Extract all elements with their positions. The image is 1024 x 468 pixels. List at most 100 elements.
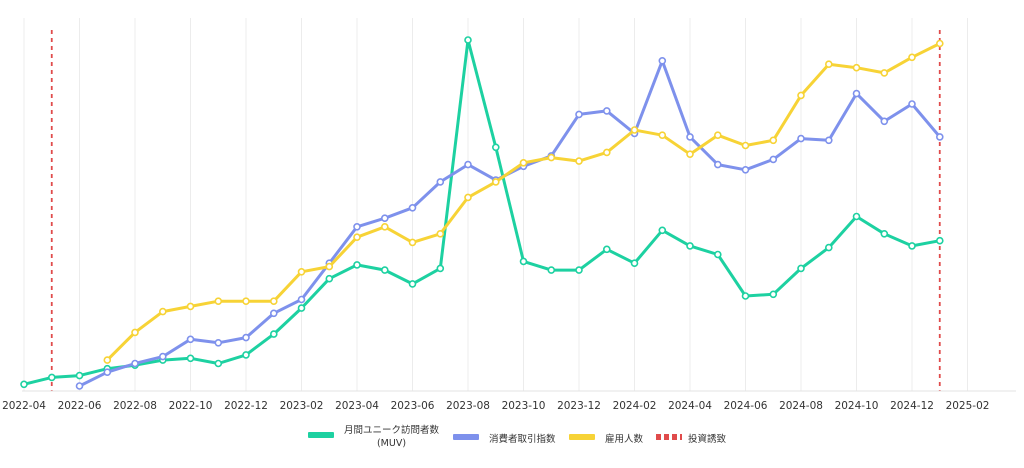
data-point[interactable]: [908, 100, 916, 108]
data-point[interactable]: [269, 297, 278, 306]
data-point[interactable]: [325, 262, 334, 271]
data-point[interactable]: [186, 354, 195, 363]
data-point[interactable]: [713, 131, 722, 139]
data-point[interactable]: [880, 230, 889, 238]
data-point[interactable]: [769, 155, 778, 164]
data-point[interactable]: [935, 236, 944, 245]
data-point[interactable]: [741, 141, 750, 150]
data-point[interactable]: [131, 328, 139, 337]
data-point[interactable]: [436, 264, 445, 273]
data-point[interactable]: [436, 178, 445, 186]
data-point[interactable]: [686, 133, 694, 141]
data-point[interactable]: [75, 382, 84, 390]
data-point[interactable]: [908, 242, 916, 250]
data-point[interactable]: [380, 266, 389, 274]
data-point[interactable]: [880, 117, 889, 126]
data-point[interactable]: [519, 257, 528, 266]
data-point[interactable]: [824, 243, 833, 252]
data-point[interactable]: [547, 266, 556, 274]
data-point[interactable]: [408, 204, 417, 212]
data-point[interactable]: [408, 280, 417, 288]
data-point[interactable]: [575, 266, 583, 274]
data-point[interactable]: [519, 159, 528, 167]
data-point[interactable]: [297, 304, 306, 312]
data-point[interactable]: [269, 309, 278, 318]
data-point[interactable]: [380, 223, 389, 231]
data-point[interactable]: [713, 250, 722, 259]
data-point[interactable]: [547, 153, 556, 162]
data-point[interactable]: [852, 212, 861, 221]
data-point[interactable]: [436, 230, 445, 238]
legend-item-consumer-index[interactable]: 消費者取引指数: [453, 431, 556, 445]
data-point[interactable]: [214, 359, 223, 368]
data-point[interactable]: [131, 359, 139, 368]
data-point[interactable]: [935, 39, 944, 48]
data-point[interactable]: [686, 150, 694, 158]
data-point[interactable]: [602, 245, 611, 254]
data-point[interactable]: [242, 297, 250, 306]
legend-item-employees[interactable]: 雇用人数: [569, 431, 643, 445]
data-point[interactable]: [186, 302, 195, 311]
data-point[interactable]: [908, 53, 916, 62]
data-point[interactable]: [186, 335, 195, 344]
data-point[interactable]: [242, 333, 250, 342]
data-point[interactable]: [464, 193, 472, 202]
x-tick-label: 2023-04: [335, 400, 379, 412]
data-point[interactable]: [797, 91, 805, 100]
data-point[interactable]: [880, 69, 889, 77]
x-tick-label: 2024-02: [613, 400, 657, 412]
data-point[interactable]: [713, 160, 722, 169]
data-point[interactable]: [686, 242, 694, 250]
legend-swatch-muv: [308, 432, 334, 438]
data-point[interactable]: [769, 136, 778, 145]
data-point[interactable]: [214, 297, 223, 306]
data-point[interactable]: [297, 267, 306, 276]
data-point[interactable]: [602, 148, 611, 157]
data-point[interactable]: [159, 352, 167, 361]
data-point[interactable]: [297, 295, 306, 304]
data-point[interactable]: [47, 373, 56, 382]
data-point[interactable]: [103, 368, 112, 377]
series-line: [78, 59, 942, 388]
data-point[interactable]: [602, 107, 611, 115]
data-point[interactable]: [852, 89, 861, 98]
data-point[interactable]: [658, 56, 667, 65]
data-point[interactable]: [269, 330, 278, 338]
data-point[interactable]: [630, 126, 639, 134]
data-point[interactable]: [464, 160, 472, 169]
data-point[interactable]: [491, 178, 500, 186]
data-point[interactable]: [103, 356, 112, 364]
legend-item-muv[interactable]: 月間ユニーク訪問者数 (MUV): [308, 424, 439, 450]
data-point[interactable]: [491, 143, 500, 152]
data-point[interactable]: [380, 214, 389, 222]
data-point[interactable]: [852, 63, 861, 72]
data-point[interactable]: [741, 166, 750, 174]
legend-swatch-employees: [569, 434, 595, 440]
data-point[interactable]: [935, 133, 944, 141]
data-point[interactable]: [242, 351, 250, 359]
data-point[interactable]: [325, 274, 334, 283]
data-point[interactable]: [353, 261, 361, 269]
data-point[interactable]: [353, 233, 361, 241]
series-0: [20, 36, 944, 389]
data-point[interactable]: [575, 157, 583, 165]
data-point[interactable]: [75, 371, 84, 380]
data-point[interactable]: [769, 290, 778, 299]
data-point[interactable]: [824, 60, 833, 68]
data-point[interactable]: [408, 238, 417, 247]
data-point[interactable]: [658, 226, 667, 235]
data-point[interactable]: [20, 380, 28, 389]
data-point[interactable]: [797, 134, 805, 143]
data-point[interactable]: [824, 136, 833, 145]
legend-item-investment[interactable]: 投資誘致: [656, 431, 726, 445]
data-point[interactable]: [159, 307, 167, 316]
data-point[interactable]: [630, 259, 639, 268]
data-point[interactable]: [741, 292, 750, 300]
data-point[interactable]: [575, 110, 583, 119]
data-point[interactable]: [797, 264, 805, 273]
data-point[interactable]: [464, 36, 472, 44]
x-tick-label: 2024-04: [668, 400, 712, 412]
data-point[interactable]: [353, 223, 361, 231]
data-point[interactable]: [658, 131, 667, 139]
data-point[interactable]: [214, 338, 223, 347]
